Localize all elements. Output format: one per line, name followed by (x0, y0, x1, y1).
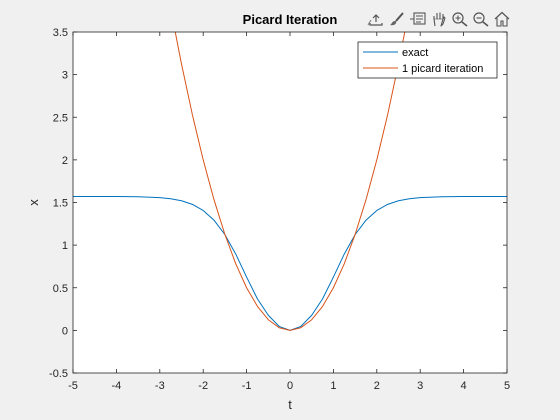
zoom-out-icon[interactable] (471, 10, 491, 28)
y-tick-label: 0.5 (53, 283, 68, 295)
x-tick-label: -1 (242, 380, 252, 392)
x-tick-label: 3 (417, 380, 423, 392)
x-tick-label: -4 (112, 380, 122, 392)
x-axis-label: t (288, 397, 292, 412)
zoom-in-icon[interactable] (450, 10, 470, 28)
axes-toolbar (366, 10, 512, 28)
y-tick-label: 3 (62, 70, 68, 82)
x-tick-label: 5 (504, 380, 510, 392)
y-axis-label: x (26, 199, 41, 206)
x-tick-label: 2 (374, 380, 380, 392)
y-tick-label: 2 (62, 155, 68, 167)
x-tick-label: 1 (330, 380, 336, 392)
x-tick-label: -2 (198, 380, 208, 392)
chart-title: Picard Iteration (243, 12, 338, 27)
home-icon[interactable] (492, 10, 512, 28)
y-tick-label: 1 (62, 240, 68, 252)
x-tick-label: -3 (155, 380, 165, 392)
pan-icon[interactable] (429, 10, 449, 28)
x-tick-label: 0 (287, 380, 293, 392)
y-tick-label: -0.5 (49, 368, 68, 380)
y-tick-label: 2.5 (53, 112, 68, 124)
legend-box (357, 41, 498, 79)
series-layer (73, 32, 507, 331)
export-icon[interactable] (366, 10, 386, 28)
axes-background[interactable] (73, 32, 507, 373)
y-tick-label: 3.5 (53, 27, 68, 39)
y-tick-label: 1.5 (53, 198, 68, 210)
x-tick-label: 4 (461, 380, 467, 392)
legend[interactable]: exact 1 picard iteration (357, 41, 498, 79)
ticks-layer: -5 -4 -3 -2 -1 0 1 2 3 4 5 -0.5 0 0.5 1 1.5 2 2.5 3 3.5 (49, 27, 510, 392)
y-tick-label: 0 (62, 325, 68, 337)
x-tick-label: -5 (68, 380, 78, 392)
series-line-picard (174, 32, 406, 331)
datatip-icon[interactable] (408, 10, 428, 28)
legend-label-picard: 1 picard iteration (402, 63, 483, 75)
legend-label-exact: exact (402, 47, 428, 59)
brush-icon[interactable] (387, 10, 407, 28)
